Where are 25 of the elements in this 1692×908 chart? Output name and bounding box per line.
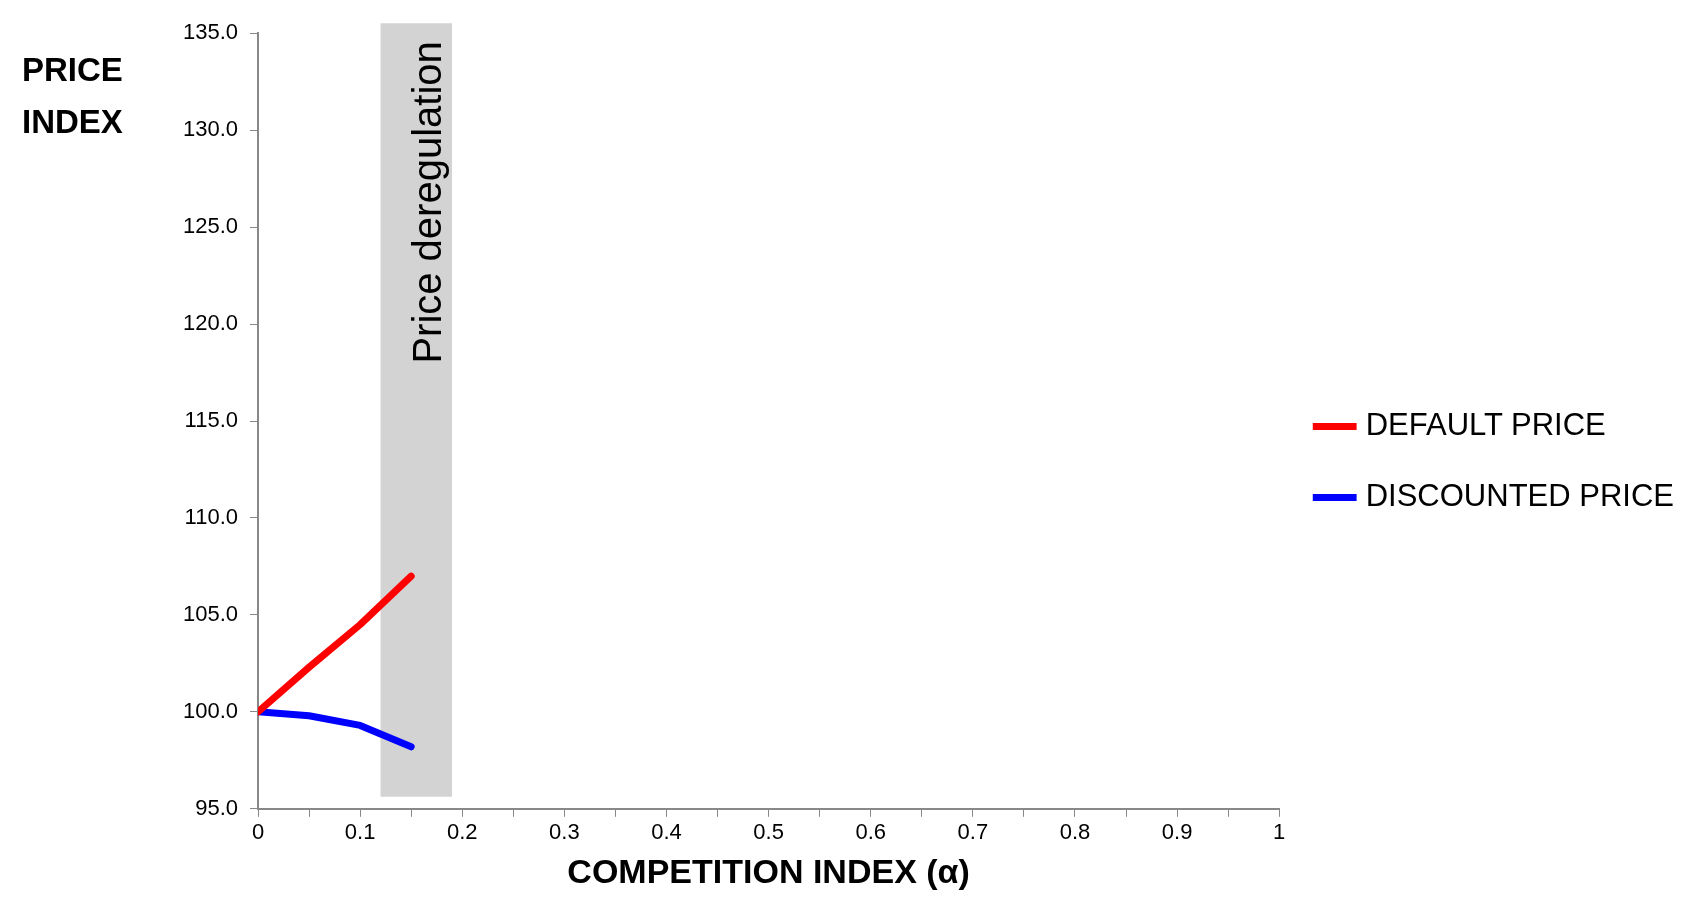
x-tick-label: 0.1 xyxy=(344,819,376,845)
x-axis-title: COMPETITION INDEX (α) xyxy=(567,851,970,890)
y-tick-label: 115.0 xyxy=(184,407,238,433)
y-tick-label: 125.0 xyxy=(182,213,238,239)
legend-label: DISCOUNTED PRICE xyxy=(1365,478,1675,514)
x-tick-label: 0.5 xyxy=(753,819,784,845)
x-tick-label: 0.4 xyxy=(651,819,682,845)
y-tick-label: 95.0 xyxy=(195,794,238,820)
y-tick-label: 105.0 xyxy=(182,600,238,626)
x-tick-label: 0.3 xyxy=(549,819,580,845)
y-tick-label: 100.0 xyxy=(182,697,238,723)
x-tick-label: 0.2 xyxy=(446,819,478,845)
x-tick-label: 0.9 xyxy=(1161,819,1193,845)
x-tick-label: 0.8 xyxy=(1059,819,1091,845)
y-tick-label: 110.0 xyxy=(184,504,238,530)
band-label: Price deregulation xyxy=(405,41,450,364)
legend-label: DEFAULT PRICE xyxy=(1365,407,1606,443)
x-tick-label: 0.7 xyxy=(957,819,989,845)
y-tick-label: 120.0 xyxy=(182,310,238,336)
x-tick-label: 0.6 xyxy=(855,819,887,845)
y-axis-title: PRICE INDEX xyxy=(22,51,123,141)
y-tick-label: 130.0 xyxy=(182,116,238,142)
x-tick-label: 0 xyxy=(251,819,265,845)
x-tick-label: 1 xyxy=(1273,819,1286,845)
y-tick-label: 135.0 xyxy=(182,19,238,45)
